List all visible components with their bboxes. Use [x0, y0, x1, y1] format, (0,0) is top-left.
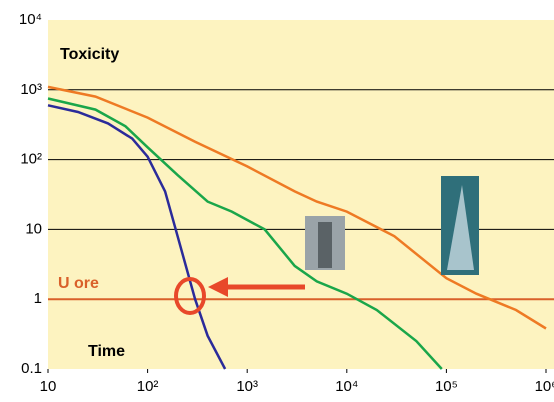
x-tick-label: 10⁵	[435, 378, 458, 395]
x-axis-label: Time	[88, 343, 125, 360]
grid	[47, 89, 554, 373]
x-tick-label: 10	[40, 378, 57, 395]
photo-canister-detail	[318, 222, 332, 268]
x-tick-label: 10⁶	[535, 378, 554, 395]
y-axis-label: Toxicity	[60, 46, 119, 63]
x-tick-label: 10³	[236, 378, 258, 395]
y-tick-label: 10³	[20, 81, 42, 98]
series-line	[47, 85, 547, 330]
y-tick-label: 10	[25, 220, 42, 237]
arrowhead	[208, 277, 228, 297]
reference-label: U ore	[58, 275, 99, 292]
series-line	[47, 104, 227, 370]
x-tick-label: 10²	[137, 378, 159, 395]
y-tick-label: 1	[34, 290, 42, 307]
x-tick-label: 10⁴	[335, 378, 358, 395]
lines	[47, 85, 547, 370]
series-line	[47, 97, 443, 370]
y-tick-label: 10⁴	[19, 11, 42, 28]
y-tick-label: 10²	[20, 151, 42, 168]
photo-repository-detail	[447, 185, 474, 270]
y-tick-label: 0.1	[21, 360, 42, 377]
highlight-circle	[174, 277, 206, 315]
